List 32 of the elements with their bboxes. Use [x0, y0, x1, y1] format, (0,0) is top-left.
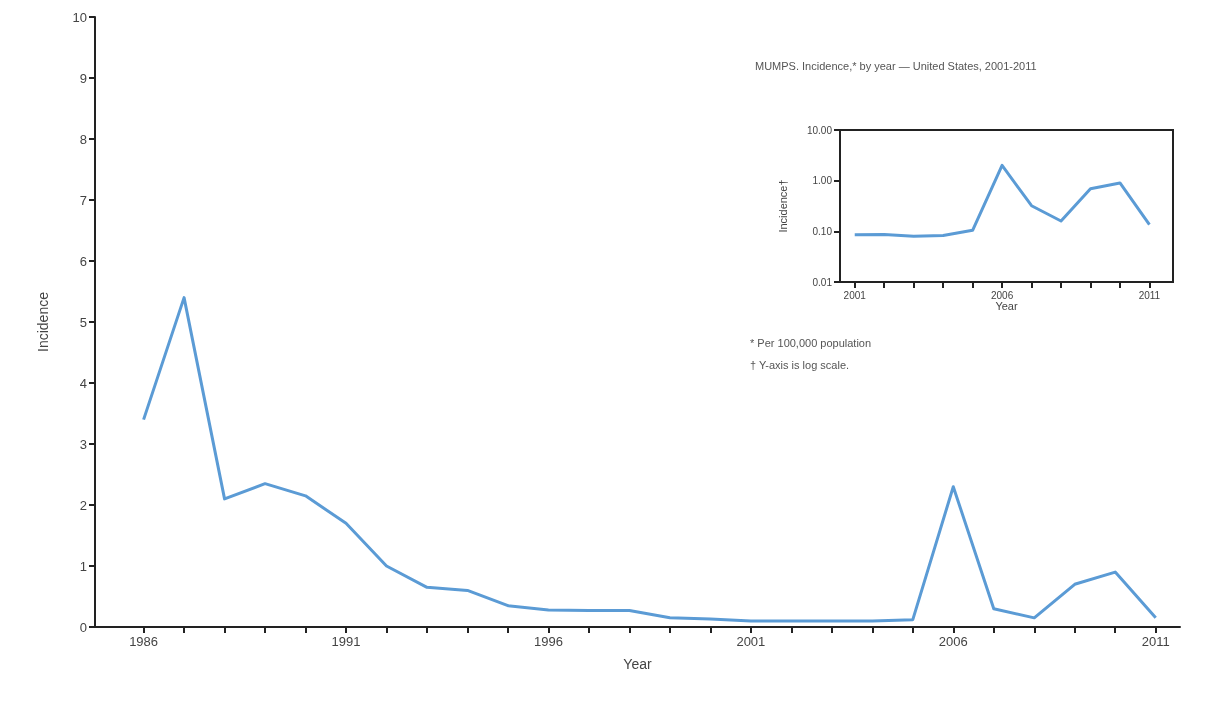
y-tick-label: 10: [72, 9, 87, 25]
y-axis-title: Incidence†: [776, 179, 789, 233]
x-axis-title: Year: [995, 300, 1018, 313]
x-tick-label: 2006: [938, 634, 968, 649]
x-tick-label: 2011: [1141, 634, 1170, 649]
y-tick-label: 8: [79, 131, 87, 147]
x-axis-title: Year: [623, 656, 652, 672]
y-tick-label: 0: [79, 619, 87, 635]
chart-title: MUMPS. Incidence,* by year — United States, 2001-2011: [755, 59, 1037, 72]
y-tick-label: 1: [79, 558, 87, 574]
y-tick-label: 1.00: [812, 175, 833, 187]
y-tick-label: 4: [79, 375, 87, 391]
x-tick-label: 2001: [843, 289, 867, 301]
x-tick-label: 2011: [1138, 289, 1161, 301]
x-tick-label: 1996: [533, 634, 563, 649]
y-tick-label: 0.10: [812, 225, 833, 237]
y-axis-title: Incidence: [35, 291, 51, 352]
x-tick-label: 1991: [331, 634, 361, 649]
annotation: * Per 100,000 population: [750, 336, 872, 349]
x-tick-label: 1986: [129, 634, 159, 649]
y-tick-label: 2: [79, 497, 87, 513]
line-series: [853, 163, 1151, 238]
x-tick-label: 2001: [736, 634, 766, 649]
y-tick-label: 3: [79, 436, 87, 452]
y-tick-label: 9: [79, 70, 87, 86]
y-tick-label: 0.01: [812, 276, 833, 288]
y-tick-label: 7: [79, 192, 87, 208]
x-tick-label: 2006: [990, 289, 1014, 301]
y-tick-label: 10.00: [806, 124, 833, 136]
annotation: † Y-axis is log scale.: [750, 358, 850, 371]
y-tick-label: 6: [79, 253, 87, 269]
y-tick-label: 5: [79, 314, 87, 330]
